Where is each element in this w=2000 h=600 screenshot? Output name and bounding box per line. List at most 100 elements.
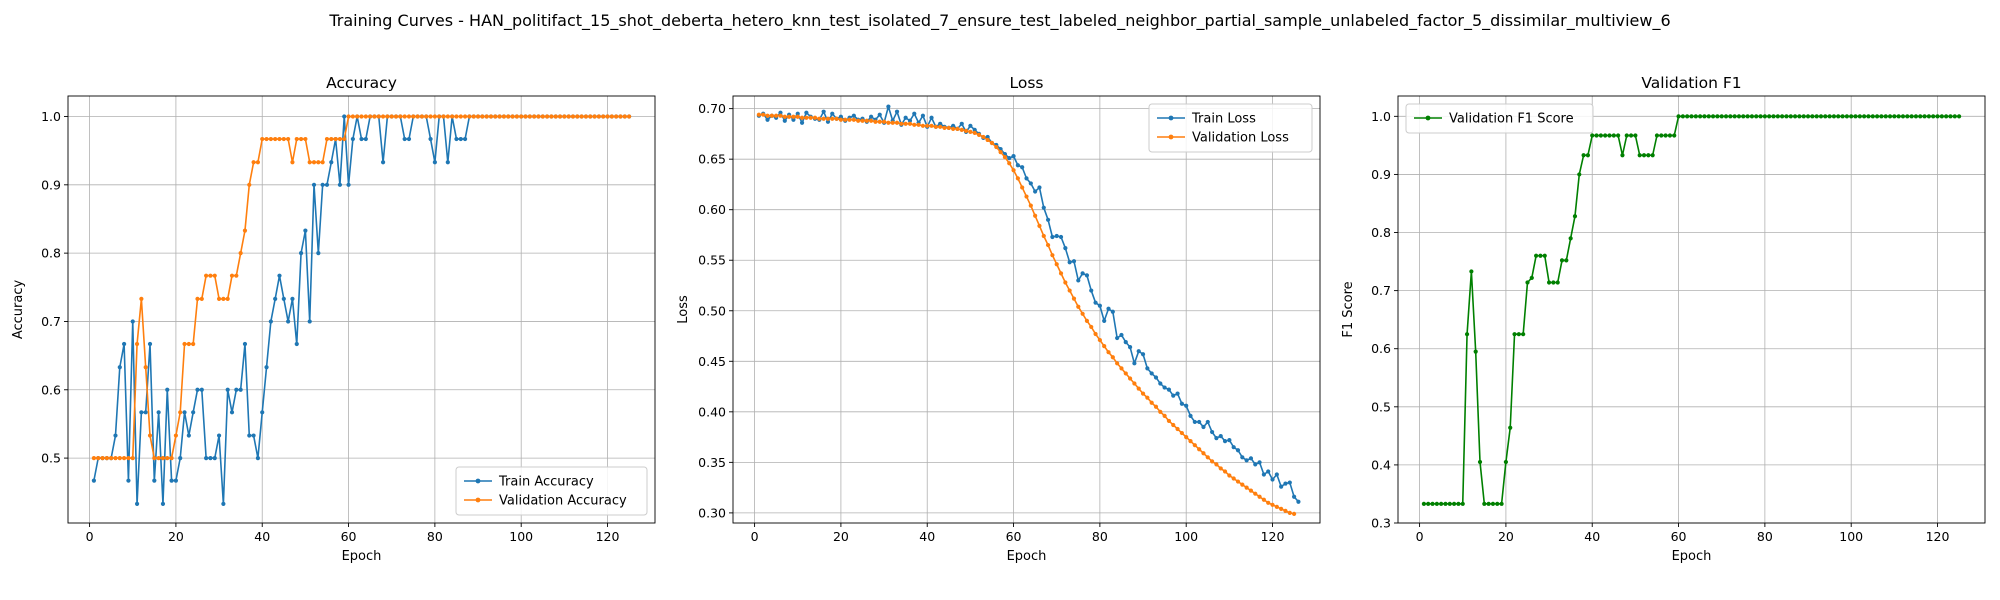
data-point-f1 [1577, 172, 1582, 177]
data-point-train [1197, 419, 1202, 425]
data-point-f1 [1849, 114, 1854, 119]
data-point-validation [1192, 443, 1197, 448]
data-point-validation [916, 122, 921, 127]
data-point-validation [320, 160, 325, 165]
data-point-validation [1171, 422, 1176, 428]
data-point-f1 [1741, 114, 1746, 119]
data-point-f1 [1883, 114, 1888, 119]
data-point-validation [1184, 434, 1189, 440]
data-point-train [821, 109, 826, 114]
data-point-validation [1261, 497, 1266, 502]
data-point-train [273, 296, 278, 302]
data-point-f1 [1719, 114, 1724, 119]
data-point-validation [1279, 506, 1284, 511]
y-axis-label: Accuracy [11, 280, 26, 340]
data-point-train [458, 136, 463, 142]
data-point-validation [955, 126, 960, 131]
data-point-train [160, 501, 166, 506]
x-tick-label: 100 [509, 529, 533, 544]
x-tick-label: 80 [1757, 529, 1773, 544]
data-point-train [286, 319, 291, 324]
data-point-f1 [1706, 114, 1711, 119]
data-point-train [462, 136, 468, 142]
data-point-validation [592, 114, 597, 119]
data-point-train [1033, 189, 1038, 194]
data-point-train [169, 478, 174, 483]
data-point-f1 [1732, 114, 1737, 119]
legend: Train Accuracy Validation Accuracy [455, 466, 648, 516]
data-point-train [1102, 318, 1107, 323]
data-point-train [1205, 419, 1210, 425]
data-point-validation [804, 115, 809, 120]
data-point-f1 [1728, 114, 1733, 119]
data-point-f1 [1542, 253, 1547, 258]
data-point-f1 [1633, 133, 1638, 138]
data-point-validation [346, 114, 351, 119]
data-point-f1 [1529, 275, 1534, 280]
data-point-validation [398, 114, 403, 119]
y-tick-label: 0.6 [41, 382, 61, 397]
data-point-validation [221, 296, 226, 302]
data-point-train [1106, 306, 1111, 311]
legend-label: Validation Accuracy [499, 494, 627, 509]
plot-frame [1397, 95, 1986, 524]
data-point-validation [946, 125, 951, 130]
data-point-train [147, 341, 153, 347]
data-point-validation [1188, 439, 1193, 444]
data-point-train [1097, 303, 1102, 308]
data-point-validation [298, 136, 304, 142]
data-point-f1 [1814, 114, 1819, 119]
data-point-train [1240, 455, 1245, 460]
data-point-f1 [1887, 114, 1893, 119]
legend: Train Loss Validation Loss [1148, 103, 1313, 153]
y-tick-label: 0.3 [1371, 516, 1391, 531]
data-point-validation [1222, 469, 1228, 474]
data-point-validation [1071, 296, 1077, 301]
data-point-train [1179, 401, 1184, 406]
data-point-train [1231, 445, 1236, 450]
data-point-validation [886, 120, 891, 125]
data-point-train [1248, 456, 1254, 461]
y-tick-label: 0.35 [698, 455, 726, 470]
data-point-validation [1266, 500, 1271, 505]
data-point-validation [1050, 253, 1055, 258]
data-point-validation [1011, 168, 1016, 173]
data-point-f1 [1931, 114, 1936, 119]
x-tick-label: 40 [1584, 529, 1600, 544]
data-point-validation [1218, 466, 1223, 471]
data-point-validation [475, 114, 481, 119]
legend-label: Train Loss [1191, 112, 1256, 127]
data-point-train [290, 296, 295, 302]
data-point-validation [907, 121, 913, 126]
data-point-validation [1244, 485, 1249, 490]
data-point-validation [152, 456, 157, 461]
data-point-validation [583, 114, 589, 119]
data-point-train [156, 410, 161, 415]
data-point-f1 [1499, 501, 1504, 506]
data-point-f1 [1650, 153, 1655, 158]
data-point-f1 [1857, 114, 1862, 119]
data-point-train [307, 319, 312, 324]
data-point-f1 [1801, 114, 1806, 119]
data-point-validation [856, 118, 861, 123]
x-tick-label: 80 [427, 529, 443, 544]
data-point-validation [169, 456, 174, 461]
legend-swatch-marker [1168, 115, 1174, 121]
data-point-validation [929, 123, 934, 128]
data-point-validation [411, 114, 416, 119]
data-point-validation [933, 124, 938, 129]
data-point-f1 [1827, 114, 1832, 119]
data-point-train [134, 501, 140, 506]
data-point-f1 [1853, 114, 1858, 119]
data-point-train [204, 456, 209, 461]
data-point-f1 [1654, 133, 1660, 138]
data-point-validation [566, 114, 571, 119]
data-point-train [212, 456, 217, 461]
data-point-f1 [1555, 280, 1560, 285]
data-point-train [1007, 156, 1012, 161]
data-point-validation [467, 114, 472, 119]
data-point-validation [540, 114, 545, 119]
data-point-validation [545, 114, 550, 119]
data-point-f1 [1495, 501, 1500, 506]
chart-panel-3: 0 20 40 60 80 100 120 0.3 0.4 0.5 0.6 0.7 0.8 0.9 1.0 V… [1341, 74, 1986, 564]
